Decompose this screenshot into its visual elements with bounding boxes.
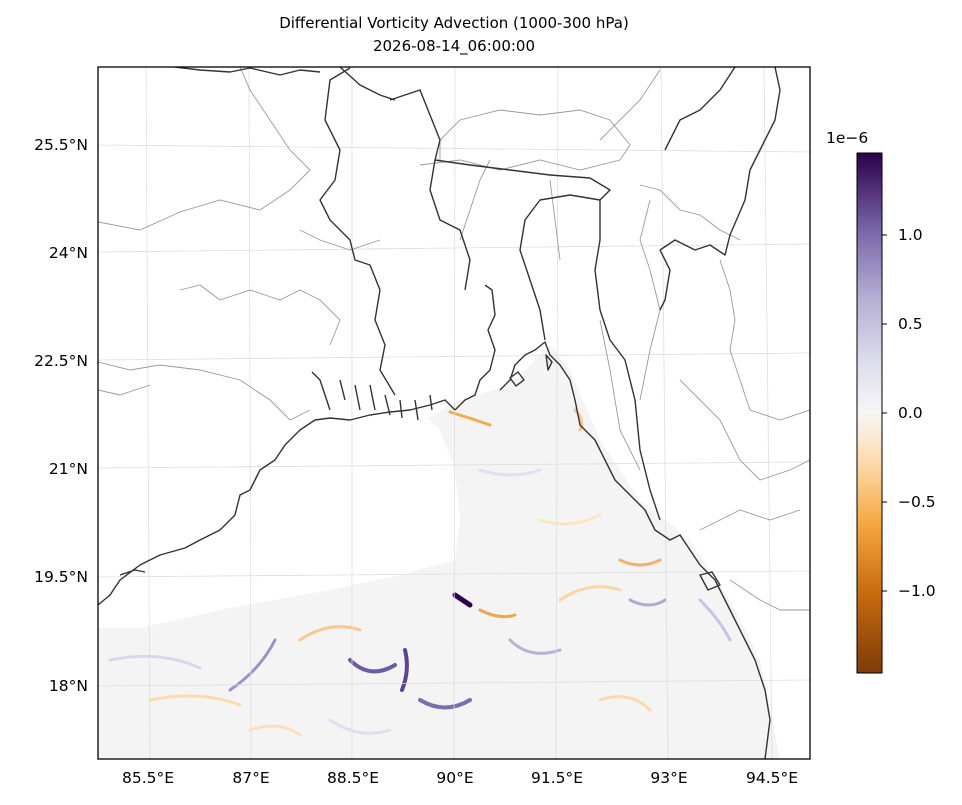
colorbar-tick-label: −1.0 bbox=[898, 582, 936, 600]
lat-tick: 25.5°N bbox=[34, 136, 88, 154]
lon-tick: 91.5°E bbox=[530, 769, 584, 787]
lon-tick: 90°E bbox=[436, 769, 474, 787]
lat-tick: 24°N bbox=[48, 244, 88, 262]
map-title: Differential Vorticity Advection (1000-3… bbox=[279, 14, 629, 32]
lat-tick: 22.5°N bbox=[34, 352, 88, 370]
colorbar-tick-label: 0.0 bbox=[898, 404, 923, 422]
state-boundaries bbox=[98, 67, 810, 611]
colorbar-exponent: 1e−6 bbox=[826, 129, 869, 147]
lon-tick: 93°E bbox=[650, 769, 688, 787]
map-subtitle: 2026-08-14_06:00:00 bbox=[372, 37, 536, 55]
map-area bbox=[98, 67, 810, 759]
gridlines bbox=[98, 67, 810, 759]
lon-tick: 94.5°E bbox=[745, 769, 799, 787]
lat-tick: 21°N bbox=[48, 460, 88, 478]
coastline-borders bbox=[98, 67, 781, 759]
colorbar-tick-label: −0.5 bbox=[898, 493, 936, 511]
anomaly-streaks bbox=[108, 408, 732, 737]
colorbar-tick-label: 0.5 bbox=[898, 315, 923, 333]
colorbar-tick-marks bbox=[882, 234, 887, 592]
colorbar bbox=[856, 152, 883, 674]
map-border bbox=[97, 66, 811, 760]
data-field bbox=[98, 345, 780, 759]
lon-tick: 88.5°E bbox=[326, 769, 380, 787]
colorbar-tick-label: 1.0 bbox=[898, 226, 923, 244]
lon-tick: 85.5°E bbox=[121, 769, 175, 787]
lat-tick: 19.5°N bbox=[34, 568, 88, 586]
lat-tick: 18°N bbox=[48, 677, 88, 695]
lon-tick: 87°E bbox=[232, 769, 270, 787]
